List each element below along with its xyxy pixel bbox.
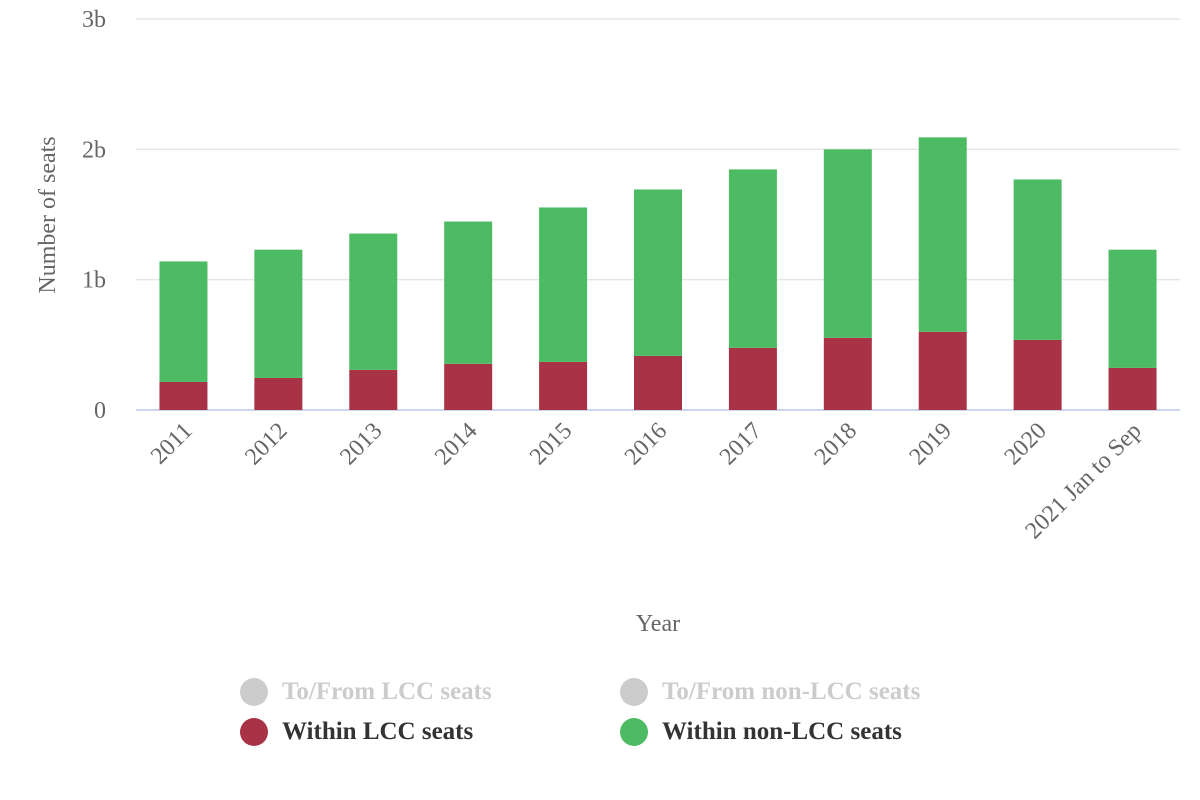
legend-label: Within non-LCC seats xyxy=(662,718,902,745)
y-axis-ticks: 0 1b 2b 3b xyxy=(82,7,106,424)
bar-within-non-lcc[interactable] xyxy=(728,169,777,348)
x-tick-label: 2020 xyxy=(1000,418,1052,470)
legend-label: To/From LCC seats xyxy=(282,678,492,705)
x-tick-label: 2012 xyxy=(240,418,292,470)
x-axis-ticks: 2011 2012 2013 2014 2015 2016 2017 2018 2019 2020… xyxy=(146,418,1147,544)
x-tick-label: 2015 xyxy=(525,418,577,470)
y-tick-label: 2b xyxy=(82,137,106,163)
bar-within-non-lcc[interactable] xyxy=(349,233,398,370)
bar-within-non-lcc[interactable] xyxy=(634,189,682,356)
x-axis-title: Year xyxy=(636,611,680,637)
bar-within-non-lcc[interactable] xyxy=(444,221,493,364)
x-tick-label: 2019 xyxy=(905,418,957,470)
bar-within-lcc[interactable] xyxy=(1013,339,1062,410)
y-tick-label: 0 xyxy=(94,398,106,424)
bar-within-lcc[interactable] xyxy=(634,355,682,410)
x-tick-label: 2013 xyxy=(335,418,387,470)
bar-within-lcc[interactable] xyxy=(159,381,208,410)
bar-within-lcc[interactable] xyxy=(539,361,588,410)
y-axis-title: Number of seats xyxy=(35,136,61,293)
legend-label: To/From non-LCC seats xyxy=(662,678,921,705)
legend-item-to-from-lcc[interactable]: To/From LCC seats xyxy=(240,678,492,706)
bar-within-non-lcc[interactable] xyxy=(1108,249,1157,368)
bar-within-non-lcc[interactable] xyxy=(539,207,588,362)
legend-label: Within LCC seats xyxy=(282,718,474,745)
bar-within-lcc[interactable] xyxy=(728,347,777,410)
y-tick-label: 3b xyxy=(82,7,106,33)
x-tick-label: 2018 xyxy=(810,418,862,470)
bar-within-non-lcc[interactable] xyxy=(254,249,303,378)
legend-item-to-from-non-lcc[interactable]: To/From non-LCC seats xyxy=(620,678,920,706)
y-tick-label: 1b xyxy=(82,268,106,294)
bar-within-lcc[interactable] xyxy=(918,331,967,410)
legend-item-within-lcc[interactable]: Within LCC seats xyxy=(240,718,473,746)
bar-within-non-lcc[interactable] xyxy=(823,149,872,338)
x-tick-label: 2011 xyxy=(146,418,198,470)
bar-within-lcc[interactable] xyxy=(1108,367,1157,410)
bar-within-lcc[interactable] xyxy=(349,369,398,410)
x-tick-label: 2016 xyxy=(620,418,672,470)
legend-dot-icon xyxy=(620,718,648,746)
bar-within-non-lcc[interactable] xyxy=(918,137,967,332)
bar-within-lcc[interactable] xyxy=(254,377,303,410)
bar-within-non-lcc[interactable] xyxy=(1013,179,1062,340)
bars xyxy=(159,137,1157,410)
legend-dot-icon xyxy=(620,678,648,706)
x-tick-label: 2017 xyxy=(715,418,767,470)
bar-within-non-lcc[interactable] xyxy=(159,261,208,382)
bar-within-lcc[interactable] xyxy=(823,337,872,410)
legend-dot-icon xyxy=(240,678,268,706)
bar-within-lcc[interactable] xyxy=(444,363,493,410)
x-tick-label: 2014 xyxy=(430,418,482,470)
legend-dot-icon xyxy=(240,718,268,746)
legend-item-within-non-lcc[interactable]: Within non-LCC seats xyxy=(620,718,902,746)
